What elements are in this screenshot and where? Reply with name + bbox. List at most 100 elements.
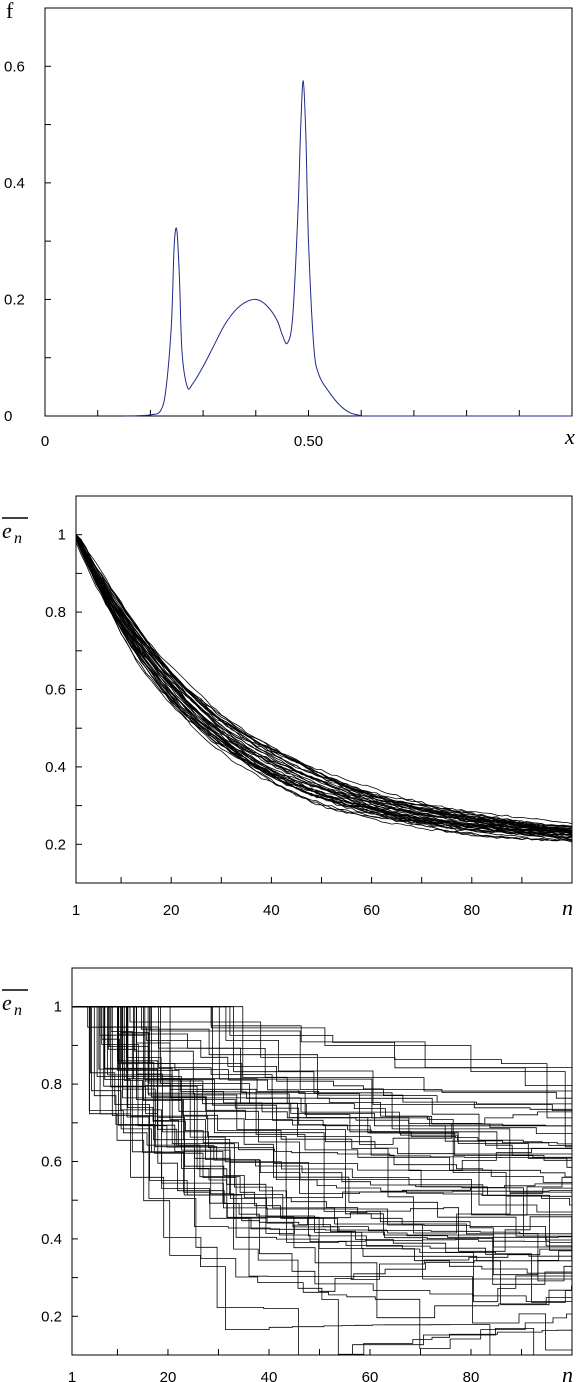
y-tick-label: 1 xyxy=(54,999,62,1016)
staircase-line xyxy=(72,1006,572,1303)
staircase-line xyxy=(72,1006,572,1280)
trajectory-line xyxy=(75,536,573,831)
staircase-line xyxy=(72,1006,572,1355)
staircase-line xyxy=(72,1006,572,1158)
y-tick-label: 1 xyxy=(58,527,66,544)
trajectory-line xyxy=(75,534,573,836)
staircase-line xyxy=(72,1006,572,1277)
trajectory-line xyxy=(75,534,573,842)
y-tick-label: 0.8 xyxy=(45,604,66,621)
staircase-line xyxy=(72,1006,572,1290)
staircase-group xyxy=(72,1006,572,1355)
trajectory-line xyxy=(75,538,573,825)
chart-density: 0 0.50 0 0.2 0.4 0.6 f x xyxy=(4,0,575,450)
x-axis-label: n xyxy=(562,895,573,920)
trajectory-line xyxy=(75,534,573,827)
staircase-line xyxy=(72,1006,572,1221)
x-tick-label: 60 xyxy=(363,902,380,919)
x-tick-label: 40 xyxy=(261,1369,278,1382)
y-tick-label: 0.8 xyxy=(41,1076,62,1093)
staircase-line xyxy=(72,1006,572,1349)
trajectory-line xyxy=(75,536,573,836)
y-tick-label: 0.6 xyxy=(41,1154,62,1171)
x-tick-label: 80 xyxy=(463,1369,480,1382)
staircase-line xyxy=(72,1006,572,1213)
x-tick-label: 1 xyxy=(72,902,80,919)
x-tick-label: 0 xyxy=(41,433,49,450)
staircase-line xyxy=(72,1006,572,1110)
staircase-line xyxy=(72,1006,572,1111)
y-tick-label: 0.2 xyxy=(4,291,25,308)
staircase-line xyxy=(72,1006,572,1355)
staircase-line xyxy=(72,1006,572,1136)
x-tick-label: 60 xyxy=(362,1369,379,1382)
staircase-line xyxy=(72,1006,572,1306)
staircase-line xyxy=(72,1006,572,1276)
staircase-line xyxy=(72,1006,572,1319)
staircase-line xyxy=(72,1006,491,1355)
staircase-line xyxy=(72,1006,572,1198)
staircase-line xyxy=(72,1006,572,1274)
staircase-line xyxy=(72,1006,572,1261)
y-tick-label: 0.4 xyxy=(4,175,25,192)
x-axis-label: x xyxy=(564,424,575,449)
staircase-line xyxy=(72,1006,572,1235)
staircase-line xyxy=(72,1006,572,1216)
x-tick-label: 20 xyxy=(160,1369,177,1382)
trajectory-line xyxy=(75,534,573,835)
trajectory-line xyxy=(75,534,573,833)
trajectory-line xyxy=(75,537,573,829)
trajectory-line xyxy=(75,534,573,833)
trajectory-line xyxy=(75,536,573,832)
trajectory-line xyxy=(75,538,573,840)
y-tick-label: 0.6 xyxy=(4,58,25,75)
staircase-line xyxy=(72,1006,535,1355)
x-tick-label: 40 xyxy=(263,902,280,919)
y-axis-label-sub: n xyxy=(14,530,22,547)
staircase-line xyxy=(72,1006,572,1208)
x-tick-label: 1 xyxy=(68,1369,76,1382)
plot-frame xyxy=(44,7,573,417)
y-tick-label: 0.4 xyxy=(41,1231,62,1248)
staircase-line xyxy=(72,1006,572,1225)
staircase-line xyxy=(72,1006,572,1161)
staircase-line xyxy=(72,1006,572,1310)
staircase-line xyxy=(72,1006,572,1304)
staircase-line xyxy=(72,1006,572,1171)
x-tick-label: 80 xyxy=(463,902,480,919)
trajectory-line xyxy=(75,542,573,838)
staircase-line xyxy=(72,1006,572,1285)
trajectory-line xyxy=(75,535,573,838)
staircase-line xyxy=(72,1006,572,1193)
trajectory-line xyxy=(75,537,573,828)
trajectory-line xyxy=(75,534,573,831)
y-axis-label: f xyxy=(6,0,14,23)
x-tick-label: 20 xyxy=(163,902,180,919)
y-axis-label-main: e xyxy=(2,990,12,1015)
staircase-line xyxy=(72,1006,572,1093)
staircase-line xyxy=(72,1006,572,1197)
trajectory-line xyxy=(75,534,573,838)
staircase-line xyxy=(72,1006,572,1119)
trajectory-line xyxy=(75,535,573,832)
staircase-line xyxy=(72,1006,572,1303)
y-tick-label: 0.4 xyxy=(45,759,66,776)
staircase-line xyxy=(72,1006,572,1194)
trajectory-line xyxy=(75,534,573,833)
trajectory-line xyxy=(75,534,573,841)
x-tick-label: 0.50 xyxy=(294,433,323,450)
y-tick-label: 0 xyxy=(4,408,12,425)
staircase-line xyxy=(72,1006,572,1178)
staircase-line xyxy=(72,1006,572,1080)
y-tick-label: 0.2 xyxy=(45,836,66,853)
staircase-line xyxy=(72,1006,572,1186)
y-axis-label-sub: n xyxy=(14,1002,22,1019)
y-tick-label: 0.6 xyxy=(45,682,66,699)
staircase-line xyxy=(72,1006,572,1102)
staircase-line xyxy=(72,1006,572,1110)
x-axis-label: n xyxy=(562,1362,573,1382)
density-curve xyxy=(124,80,573,417)
